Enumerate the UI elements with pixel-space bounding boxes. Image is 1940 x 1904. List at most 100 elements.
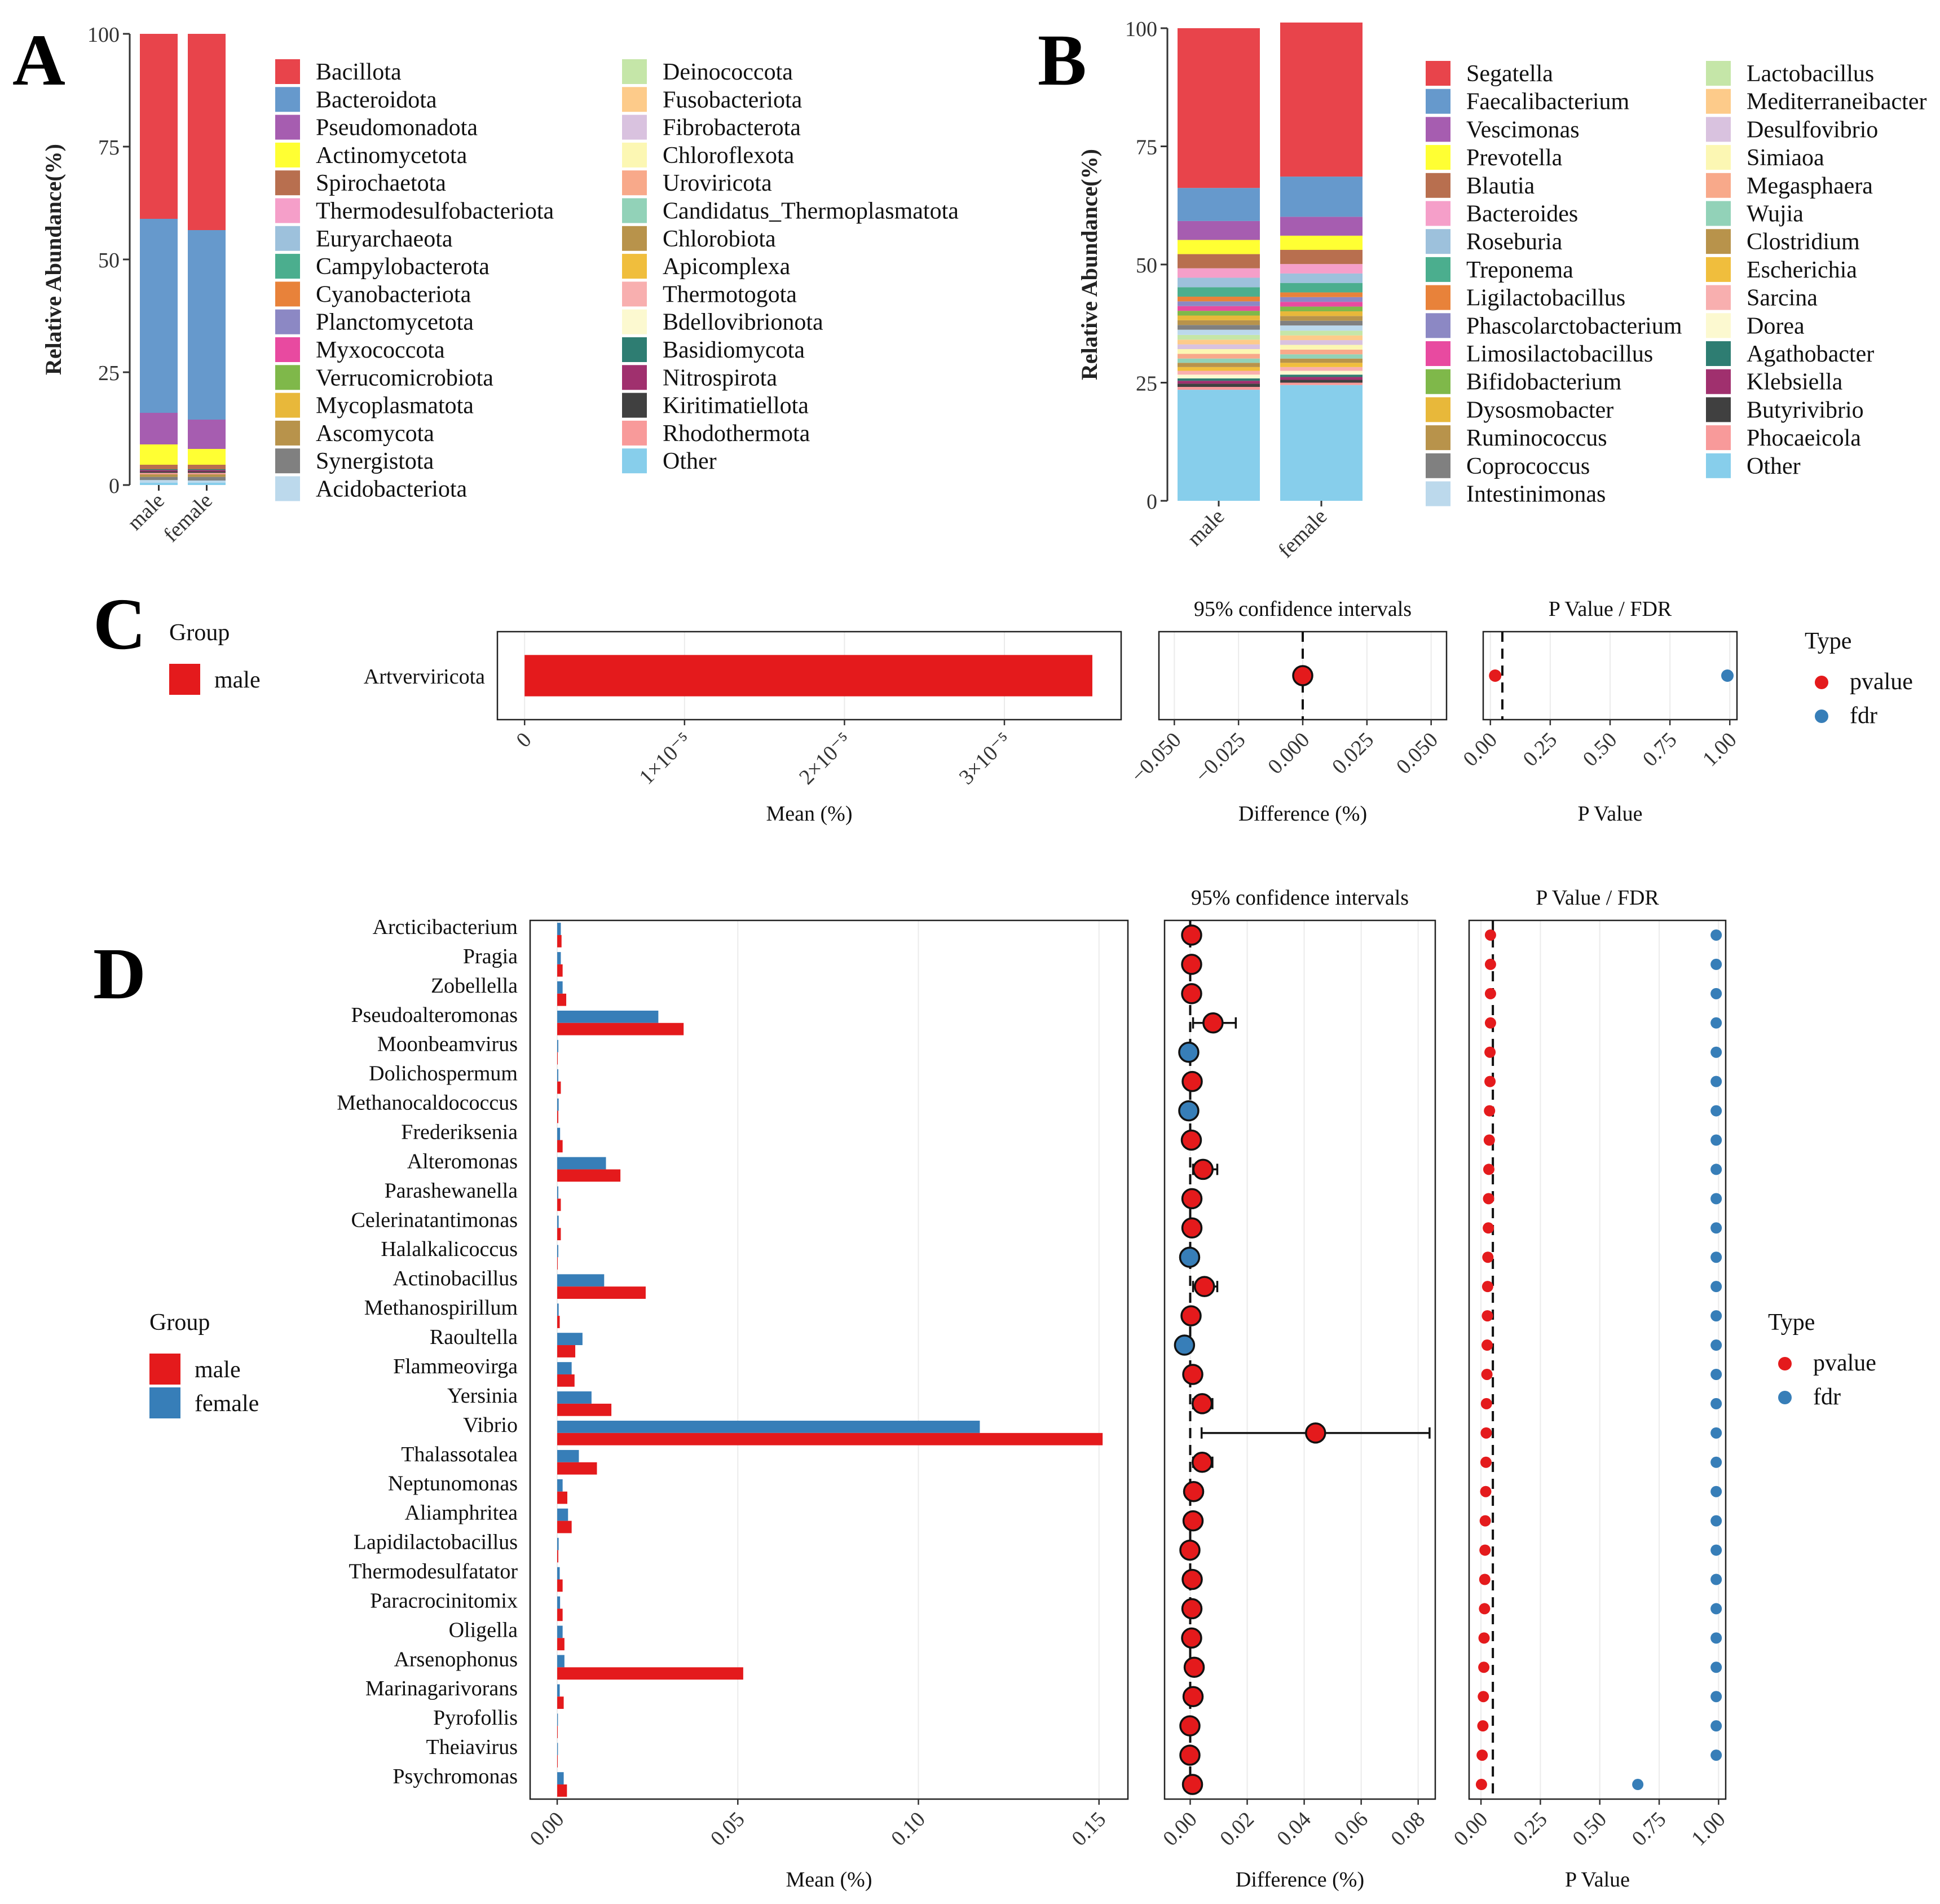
bar-segment-clostridium [1280, 358, 1363, 363]
mean-bar-male [557, 1345, 576, 1358]
legend-swatch [1426, 117, 1450, 142]
legend-swatch [275, 226, 300, 251]
legend-swatch [275, 420, 300, 446]
pvalue-dot [1476, 1749, 1488, 1761]
legend-swatch [1706, 313, 1731, 338]
category-label: Pyrofollis [433, 1706, 518, 1730]
legend-swatch [1706, 117, 1731, 142]
ci-title: 95% confidence intervals [1191, 886, 1409, 910]
legend-item-lactobacillus: Lactobacillus [1747, 61, 1874, 87]
legend-swatch [275, 114, 300, 140]
pvalue-dot [1480, 1427, 1492, 1439]
mean-bar-female [557, 1157, 606, 1170]
legend-item-cyanobacteriota: Cyanobacteriota [316, 281, 471, 307]
category-label: Pragia [463, 945, 518, 968]
bar-segment-prevotella [1280, 235, 1363, 250]
bar-segment-butyrivibrio [1178, 384, 1260, 387]
pvalue-dot [1479, 1544, 1491, 1556]
pvalue-dot [1478, 1661, 1490, 1673]
fdr-dot [1710, 1515, 1722, 1527]
legend-swatch [1426, 481, 1450, 506]
mean-bar-female [557, 1303, 559, 1316]
legend-item-dorea: Dorea [1747, 313, 1805, 339]
bar-segment-phocaeicola [1178, 387, 1260, 390]
pvalue-dot [1482, 1310, 1493, 1322]
pvalue-dot [1484, 988, 1496, 999]
bar-segment-other [1280, 385, 1363, 501]
ci-point [1183, 1656, 1205, 1678]
legend-item-thermotogota: Thermotogota [663, 281, 797, 307]
mean-background [530, 920, 1128, 1799]
category-label: Raoultella [430, 1325, 518, 1349]
legend-swatch [622, 170, 647, 196]
ci-point [1181, 1188, 1203, 1210]
legend-item-uroviricota: Uroviricota [663, 170, 772, 196]
legend-swatch [622, 365, 647, 390]
mean-bar-male [557, 1550, 558, 1563]
fdr-dot [1710, 1544, 1722, 1556]
bar-segment-bacteroidota [188, 230, 226, 420]
mean-bar-male [557, 1169, 621, 1182]
mean-bar-male [557, 1462, 597, 1475]
legend-item-mycoplasmatota: Mycoplasmatota [316, 393, 474, 419]
legend-swatch [1426, 173, 1450, 198]
pvalue-dot [1479, 1515, 1491, 1527]
ci-title: 95% confidence intervals [1194, 597, 1412, 621]
mean-axis-title: Mean (%) [766, 802, 853, 826]
category-label: Lapidilactobacillus [354, 1531, 518, 1554]
ci-point [1178, 1100, 1200, 1122]
bar-segment-synergistota [188, 477, 226, 481]
legend-swatch [1706, 201, 1731, 226]
legend-item-escherichia: Escherichia [1747, 257, 1857, 283]
bar-segment-faecalibacterium [1178, 188, 1260, 221]
mean-bar-female [557, 1333, 583, 1346]
ci-point [1181, 1217, 1203, 1239]
legend-swatch [1426, 89, 1450, 114]
bar-segment-bifidobacterium [1280, 306, 1363, 311]
bar-segment-spirochaetota [188, 465, 226, 469]
mean-bar-female [557, 1684, 560, 1697]
ci-point [1183, 1480, 1205, 1502]
fdr-dot [1710, 1222, 1722, 1234]
ci-axis-title: Difference (%) [1236, 1868, 1364, 1892]
legend-item-other: Other [1747, 453, 1801, 479]
category-label: Halalkalicoccus [381, 1237, 518, 1261]
ci-point [1179, 1539, 1201, 1561]
legend-swatch [1426, 201, 1450, 226]
legend-item-actinomycetota: Actinomycetota [316, 143, 468, 169]
ci-axis-title: Difference (%) [1238, 802, 1367, 826]
mean-bar-male [557, 1198, 561, 1211]
mean-bar-male [557, 1520, 572, 1533]
bar-segment-ruminococcus [1178, 320, 1260, 325]
type-legend-label-fdr: fdr [1850, 703, 1877, 729]
pvalue-dot [1481, 1368, 1493, 1380]
bar-segment-megasphaera [1178, 354, 1260, 359]
type-legend-title: Type [1805, 628, 1851, 654]
panel-label-d: D [93, 933, 146, 1015]
bar-segment-other [188, 483, 226, 485]
legend-swatch [1706, 285, 1731, 310]
mean-bar-male [557, 1667, 743, 1680]
ci-point [1191, 1452, 1213, 1473]
bar-segment-mediterraneibacter [1280, 335, 1363, 341]
legend-item-pseudomonadota: Pseudomonadota [316, 115, 478, 141]
mean-bar-female [557, 1039, 558, 1052]
mean-bar-male [557, 1286, 646, 1299]
legend-item-mediterraneibacter: Mediterraneibacter [1747, 89, 1926, 115]
mean-bar-female [557, 1274, 605, 1287]
bar-segment-actinomycetota [140, 444, 178, 465]
mean-bar-female [557, 1362, 572, 1374]
legend-item-intestinimonas: Intestinimonas [1466, 482, 1606, 508]
pvalue-dot [1484, 1105, 1496, 1117]
bar-segment-blautia [1178, 254, 1260, 268]
legend-swatch [1706, 369, 1731, 394]
legend-item-phocaeicola: Phocaeicola [1747, 425, 1861, 451]
ci-point [1292, 665, 1313, 686]
pvalue-axis-title: P Value [1565, 1868, 1630, 1892]
pvalue-dot [1479, 1574, 1491, 1585]
pvalue-dot [1477, 1720, 1489, 1732]
y-tick-label: 75 [98, 136, 120, 160]
legend-swatch [1706, 61, 1731, 86]
legend-item-apicomplexa: Apicomplexa [663, 254, 791, 280]
